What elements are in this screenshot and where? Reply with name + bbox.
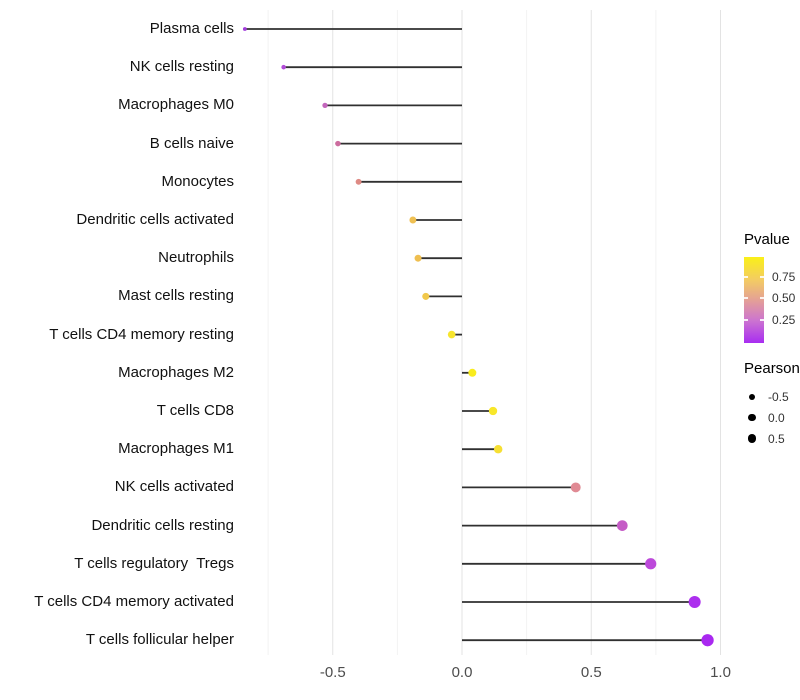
lollipop-dot [688, 595, 701, 609]
gradient-tick-label: 0.25 [772, 312, 796, 327]
x-axis-tick-label: 1.0 [710, 664, 731, 681]
y-axis-label: Monocytes [161, 172, 234, 190]
x-axis-tick-label: 0.0 [451, 664, 473, 681]
pearson-dot-wrap [744, 393, 760, 400]
gradient-tick [744, 297, 748, 299]
gradient-tick [744, 275, 748, 278]
legend-pvalue-title: Pvalue [744, 231, 790, 248]
lollipop-dot [242, 27, 247, 31]
pearson-legend-row: 0.0 [744, 407, 800, 428]
lollipop-dot [322, 102, 328, 109]
y-axis-label: NK cells activated [114, 478, 234, 496]
lollipop-dot [493, 444, 503, 454]
lollipop-dot [335, 140, 341, 147]
lollipop-dot [701, 634, 714, 647]
y-axis-label: Neutrophils [158, 249, 234, 267]
lollipop-dot [570, 482, 581, 493]
lollipop-dot [355, 178, 362, 185]
gradient-tick [760, 297, 764, 299]
y-axis-label: Dendritic cells resting [91, 516, 234, 534]
y-axis-label: Macrophages M0 [118, 96, 234, 114]
pearson-legend-dot-icon [749, 393, 755, 400]
pearson-legend-dot-icon [747, 434, 757, 443]
gradient-tick [760, 275, 764, 278]
pearson-legend-row: -0.5 [744, 386, 800, 407]
legend-pearson-title: Pearson [744, 360, 800, 377]
lollipop-dot [468, 368, 477, 377]
gradient-tick [744, 318, 748, 321]
y-axis-label: T cells regulatory Tregs [74, 554, 234, 572]
gradient-tick-label: 0.50 [772, 291, 796, 305]
y-axis-label: T cells CD8 [156, 402, 234, 419]
pearson-dot-wrap [744, 434, 760, 443]
y-axis-label: Macrophages M2 [118, 363, 234, 381]
x-axis-tick-label: -0.5 [319, 664, 346, 681]
y-axis-label: Mast cells resting [118, 287, 234, 305]
gradient-tick [760, 318, 764, 321]
lollipop-dot [409, 216, 417, 224]
y-axis-label: Macrophages M1 [118, 440, 234, 458]
pvalue-gradient-bar: 0.75 0.50 0.25 [744, 257, 795, 343]
lollipop-dot [488, 406, 498, 416]
y-axis-label: NK cells resting [129, 58, 234, 76]
legend-pvalue: Pvalue 0.75 0.50 0.25 [744, 231, 795, 343]
lollipop-dot [616, 520, 628, 531]
y-axis-label: Dendritic cells activated [76, 211, 234, 228]
lollipop-dot [447, 330, 456, 339]
lollipop-dot [414, 254, 422, 262]
y-axis-label: T cells CD4 memory activated [34, 593, 234, 610]
pearson-legend-dot-icon [748, 413, 756, 422]
lollipop-dot [281, 64, 286, 70]
y-axis-label: Plasma cells [149, 20, 234, 37]
lollipop-dot [422, 292, 430, 300]
pearson-legend-label: -0.5 [768, 389, 789, 404]
y-axis-label: T cells CD4 memory resting [49, 325, 234, 343]
pearson-legend-row: 0.5 [744, 428, 800, 449]
x-axis-tick-label: 0.5 [580, 664, 602, 681]
pearson-legend-label: 0.0 [768, 410, 785, 425]
pearson-legend-label: 0.5 [768, 431, 785, 446]
legend-pearson: Pearson -0.5 0.0 0.5 [744, 360, 800, 449]
lollipop-dot [645, 558, 657, 570]
gradient-tick-label: 0.75 [772, 269, 796, 284]
y-axis-label: B cells naive [149, 134, 234, 152]
y-axis-label: T cells follicular helper [85, 631, 234, 649]
y-axis-labels: Plasma cells NK cells resting Macrophages … [0, 0, 234, 700]
legend-pearson-items: -0.5 0.0 0.5 [744, 386, 800, 449]
pearson-dot-wrap [744, 413, 760, 422]
